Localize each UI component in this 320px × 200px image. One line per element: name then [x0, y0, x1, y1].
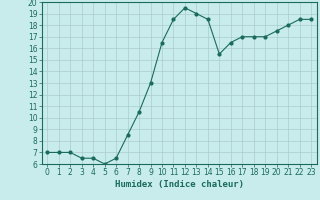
- X-axis label: Humidex (Indice chaleur): Humidex (Indice chaleur): [115, 180, 244, 189]
